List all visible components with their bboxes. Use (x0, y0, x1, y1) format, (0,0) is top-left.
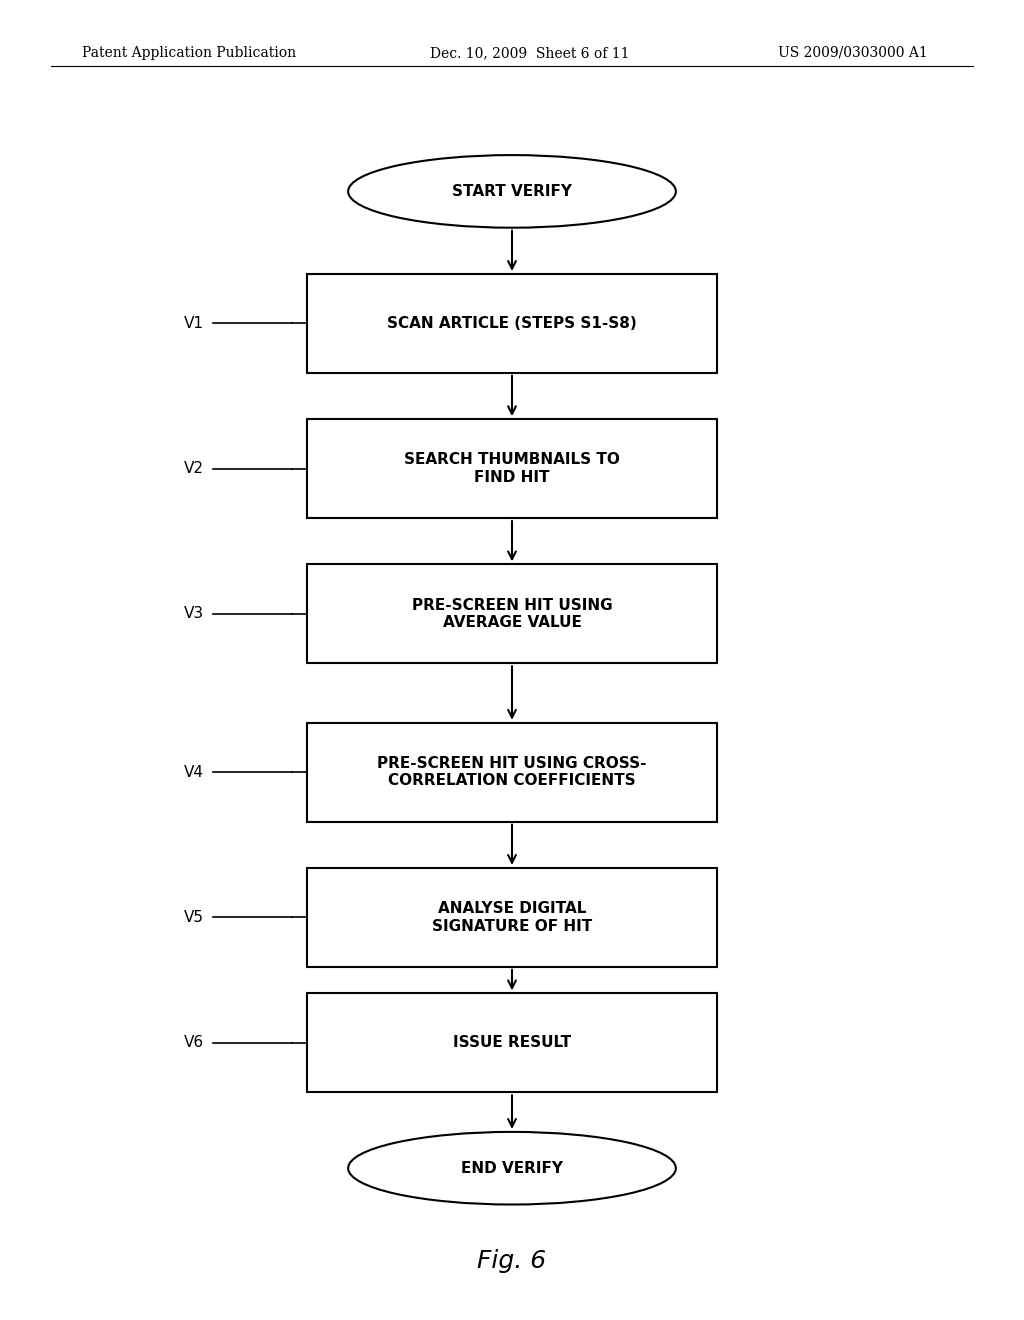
Text: Patent Application Publication: Patent Application Publication (82, 46, 296, 59)
Text: V4: V4 (184, 764, 205, 780)
Bar (307, 418, 717, 517)
Bar (307, 869, 717, 966)
Text: ANALYSE DIGITAL
SIGNATURE OF HIT: ANALYSE DIGITAL SIGNATURE OF HIT (432, 902, 592, 933)
Text: START VERIFY: START VERIFY (452, 183, 572, 199)
Text: V2: V2 (184, 461, 205, 477)
Text: SEARCH THUMBNAILS TO
FIND HIT: SEARCH THUMBNAILS TO FIND HIT (404, 453, 620, 484)
Text: Fig. 6: Fig. 6 (477, 1249, 547, 1272)
Text: END VERIFY: END VERIFY (461, 1160, 563, 1176)
Text: V6: V6 (184, 1035, 205, 1051)
Text: PRE-SCREEN HIT USING CROSS-
CORRELATION COEFFICIENTS: PRE-SCREEN HIT USING CROSS- CORRELATION … (377, 756, 647, 788)
Bar (307, 993, 717, 1093)
Bar (307, 275, 717, 372)
Text: ISSUE RESULT: ISSUE RESULT (453, 1035, 571, 1051)
Text: US 2009/0303000 A1: US 2009/0303000 A1 (778, 46, 928, 59)
Text: V1: V1 (184, 315, 205, 331)
Bar (307, 565, 717, 663)
Text: V3: V3 (184, 606, 205, 622)
Text: V5: V5 (184, 909, 205, 925)
Bar (307, 722, 717, 821)
Text: SCAN ARTICLE (STEPS S1-S8): SCAN ARTICLE (STEPS S1-S8) (387, 315, 637, 331)
Text: Dec. 10, 2009  Sheet 6 of 11: Dec. 10, 2009 Sheet 6 of 11 (430, 46, 630, 59)
Text: PRE-SCREEN HIT USING
AVERAGE VALUE: PRE-SCREEN HIT USING AVERAGE VALUE (412, 598, 612, 630)
